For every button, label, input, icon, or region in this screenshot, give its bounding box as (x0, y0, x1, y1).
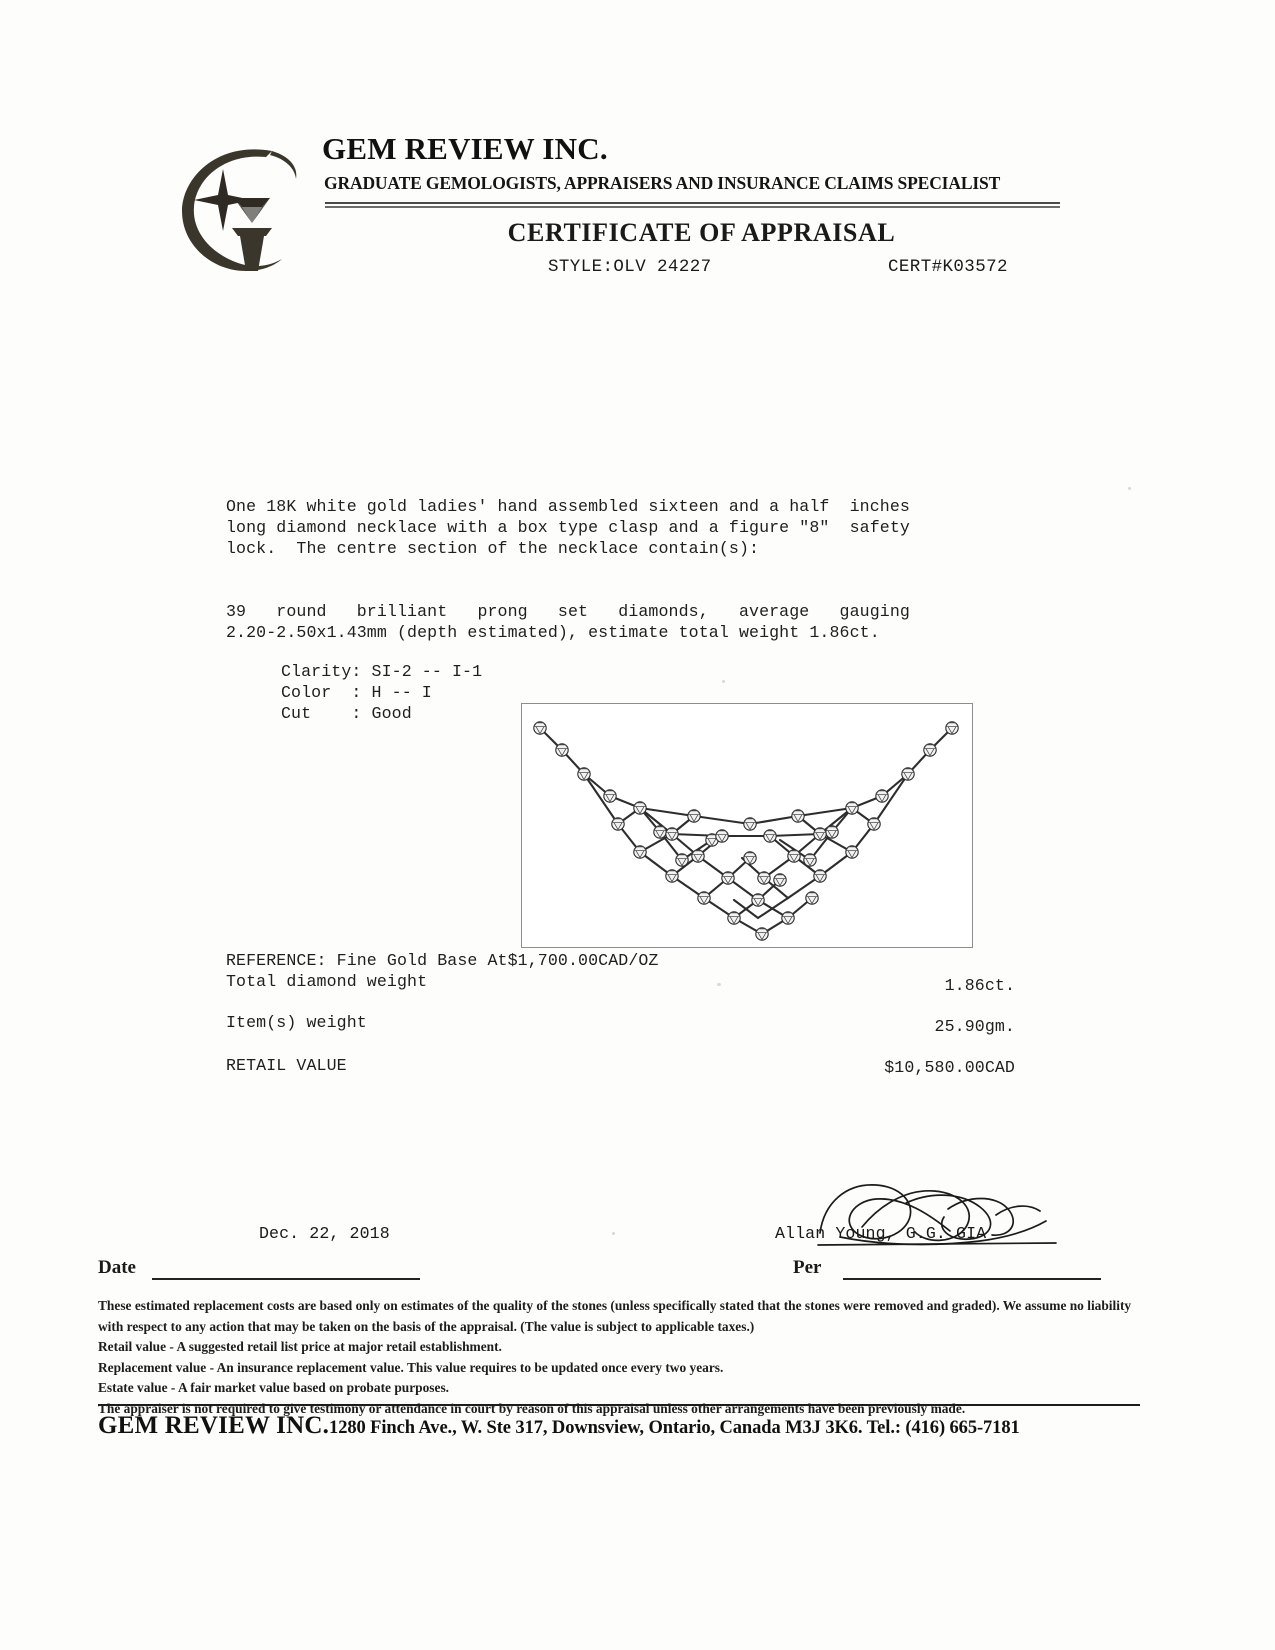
gem-review-logo (176, 135, 302, 275)
description-line-2: long diamond necklace with a box type cl… (226, 518, 910, 537)
clarity-row: Clarity: SI-2 -- I-1 (281, 662, 483, 681)
total-diamond-weight-value: 1.86ct. (944, 976, 1015, 995)
grading-block: Clarity: SI-2 -- I-1 Color : H -- I Cut … (281, 661, 482, 724)
style-number: STYLE:OLV 24227 (548, 257, 712, 277)
footer-address: 1280 Finch Ave., W. Ste 317, Downsview, … (329, 1418, 1020, 1438)
company-tagline: GRADUATE GEMOLOGISTS, APPRAISERS AND INS… (324, 173, 1001, 193)
disclaimer-estate-value: Estate value - A fair market value based… (98, 1380, 450, 1395)
stone-line-1: 39 round brilliant prong set diamonds, a… (226, 602, 910, 621)
date-signature-line[interactable] (152, 1278, 420, 1280)
scan-speck (717, 983, 721, 986)
footer-contact: GEM REVIEW INC.1280 Finch Ave., W. Ste 3… (98, 1412, 1158, 1440)
handwritten-signature (810, 1175, 1070, 1260)
stone-line-2: 2.20-2.50x1.43mm (depth estimated), esti… (226, 623, 880, 642)
retail-value-label: RETAIL VALUE (226, 1056, 347, 1075)
certificate-header: GEM REVIEW INC. GRADUATE GEMOLOGISTS, AP… (0, 115, 1275, 290)
scan-speck (612, 1232, 615, 1235)
items-weight-label: Item(s) weight (226, 1013, 367, 1032)
footer-divider (98, 1404, 1140, 1406)
description-line-1: One 18K white gold ladies' hand assemble… (226, 497, 910, 516)
footer-company-name: GEM REVIEW INC. (98, 1412, 330, 1439)
scan-speck (722, 680, 725, 683)
item-description: One 18K white gold ladies' hand assemble… (226, 496, 910, 559)
gold-base-reference: REFERENCE: Fine Gold Base At$1,700.00CAD… (226, 951, 659, 970)
disclaimer-replacement-value: Replacement value - An insurance replace… (98, 1359, 724, 1375)
disclaimer-retail-value: Retail value - A suggested retail list p… (98, 1339, 502, 1354)
appraiser-name: Allan Young, G.G. GIA (775, 1224, 987, 1243)
cut-row: Cut : Good (281, 704, 412, 723)
header-divider (325, 202, 1060, 208)
reference-block: REFERENCE: Fine Gold Base At$1,700.00CAD… (226, 950, 659, 971)
scan-speck (1128, 487, 1131, 490)
per-signature-line[interactable] (843, 1278, 1101, 1280)
certificate-number: CERT#K03572 (888, 257, 1008, 277)
color-row: Color : H -- I (281, 683, 432, 702)
disclaimer-paragraph: These estimated replacement costs are ba… (98, 1298, 1132, 1334)
per-label: Per (793, 1257, 822, 1278)
necklace-photo (521, 703, 973, 948)
date-label: Date (98, 1257, 136, 1278)
items-weight-value: 25.90gm. (934, 1017, 1015, 1036)
stone-details: 39 round brilliant prong set diamonds, a… (226, 601, 910, 643)
description-line-3: lock. The centre section of the necklace… (226, 539, 760, 558)
disclaimer-block: These estimated replacement costs are ba… (98, 1296, 1148, 1419)
total-diamond-weight-label: Total diamond weight (226, 972, 428, 991)
certificate-title: CERTIFICATE OF APPRAISAL (507, 218, 896, 247)
company-name: GEM REVIEW INC. (322, 131, 608, 166)
retail-value-amount: $10,580.00CAD (884, 1058, 1015, 1077)
appraisal-date: Dec. 22, 2018 (259, 1224, 390, 1243)
